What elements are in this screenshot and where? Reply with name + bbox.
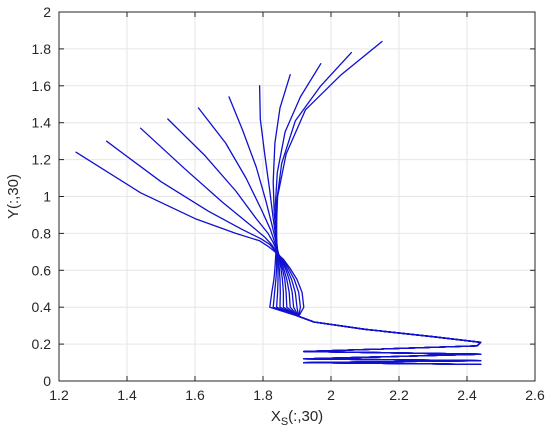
x-tick-label: 1.2 <box>49 387 69 403</box>
y-axis-label: Y(:,30) <box>5 174 22 219</box>
y-tick-label: 0.8 <box>32 225 52 241</box>
y-tick-label: 1.2 <box>32 152 52 168</box>
x-axis-label: XS(:,30) <box>271 408 323 428</box>
x-tick-label: 2.2 <box>389 387 409 403</box>
x-tick-label: 2 <box>327 387 335 403</box>
x-tick-label: 2.4 <box>457 387 477 403</box>
y-tick-label: 1 <box>43 189 51 205</box>
x-axis-label-main: X <box>271 408 281 425</box>
x-tick-label: 1.4 <box>117 387 137 403</box>
ticks <box>58 11 536 382</box>
x-axis-label-suffix: (:,30) <box>288 408 323 425</box>
y-tick-label: 0.2 <box>32 336 52 352</box>
series-group <box>75 40 482 366</box>
tick-labels: 1.2 1.4 1.6 1.8 2 2.2 2.4 2.6 0 0.2 0.4 0.6 0.8 1 1.2 1… <box>32 4 545 403</box>
x-tick-label: 1.6 <box>185 387 205 403</box>
y-tick-label: 0.6 <box>32 262 52 278</box>
y-tick-label: 1.4 <box>32 115 52 131</box>
y-tick-label: 0 <box>43 373 51 389</box>
y-tick-label: 2 <box>43 4 51 20</box>
y-tick-label: 1.6 <box>32 78 52 94</box>
y-tick-label: 0.4 <box>32 299 52 315</box>
series-line-11 <box>269 40 482 366</box>
x-tick-label: 2.6 <box>525 387 545 403</box>
y-tick-label: 1.8 <box>32 41 52 57</box>
x-tick-label: 1.8 <box>253 387 273 403</box>
x-axis-label-subscript: S <box>281 416 288 428</box>
